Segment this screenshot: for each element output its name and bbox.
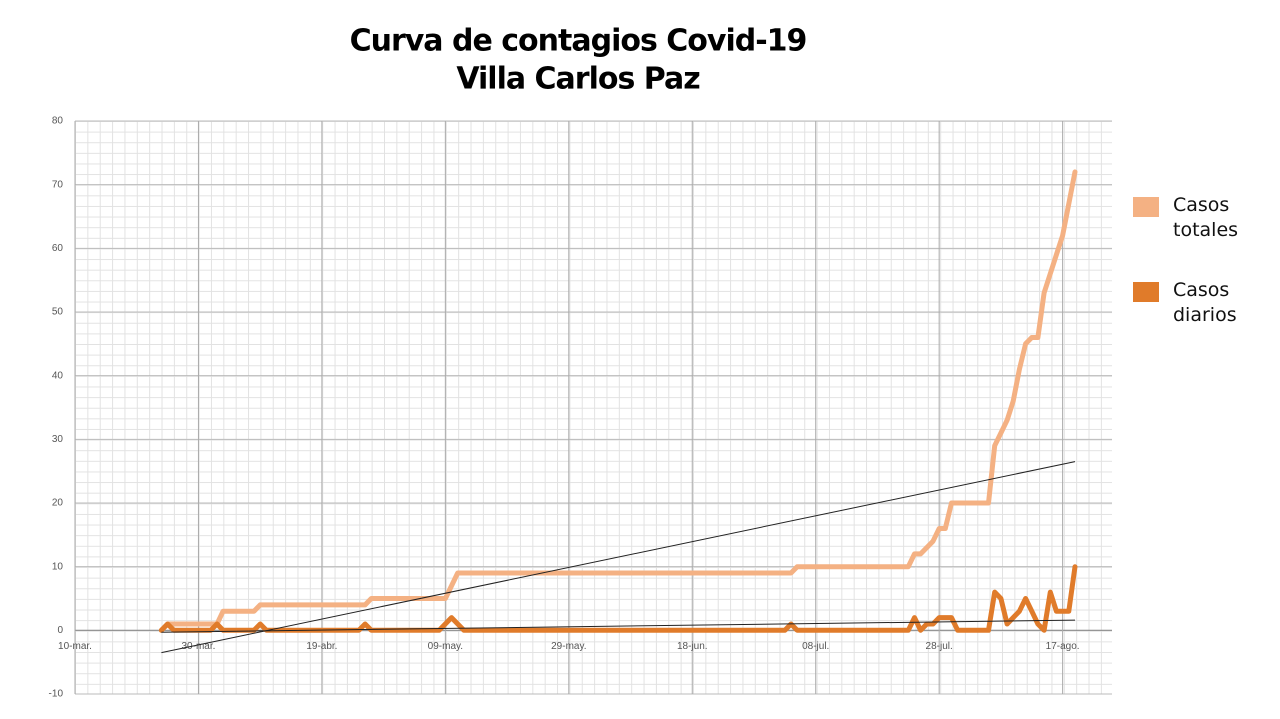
y-tick-label: 70 bbox=[52, 179, 64, 190]
x-tick-label: 28-jul. bbox=[926, 641, 953, 652]
data-line bbox=[158, 169, 1078, 633]
y-tick-label: 60 bbox=[52, 243, 64, 254]
legend-swatch bbox=[1133, 197, 1159, 217]
chart-title: Curva de contagios Covid-19 bbox=[350, 24, 807, 59]
x-tick-label: 30-mar. bbox=[181, 641, 215, 652]
chart-subtitle: Villa Carlos Paz bbox=[456, 62, 700, 97]
data-line bbox=[158, 564, 1078, 633]
legend-swatch bbox=[1133, 282, 1159, 302]
y-tick-label: 50 bbox=[52, 307, 64, 318]
y-tick-label: 40 bbox=[52, 370, 64, 381]
x-tick-label: 09-may. bbox=[428, 641, 463, 652]
x-tick-label: 29-may. bbox=[551, 641, 586, 652]
legend-label: Casos totales bbox=[1173, 194, 1239, 241]
x-tick-label: 17-ago. bbox=[1046, 641, 1080, 652]
trend-line bbox=[161, 461, 1076, 654]
y-tick-label: 0 bbox=[57, 625, 63, 636]
legend: Casos totales Casos diarios bbox=[1133, 194, 1253, 367]
x-tick-label: 10-mar. bbox=[58, 641, 92, 652]
y-tick-label: 10 bbox=[52, 561, 64, 572]
y-tick-label: 20 bbox=[52, 498, 64, 509]
minor-grid bbox=[75, 121, 1112, 694]
x-tick-label: 18-jun. bbox=[677, 641, 708, 652]
legend-item: Casos diarios bbox=[1133, 279, 1253, 367]
x-tick-label: 19-abr. bbox=[306, 641, 337, 652]
y-tick-label: 30 bbox=[52, 434, 64, 445]
x-tick-label: 08-jul. bbox=[802, 641, 829, 652]
trend-line bbox=[161, 619, 1076, 633]
y-tick-label: 80 bbox=[52, 116, 64, 127]
y-tick-label: -10 bbox=[49, 689, 64, 700]
legend-item: Casos totales bbox=[1133, 194, 1253, 282]
legend-label: Casos diarios bbox=[1173, 279, 1237, 326]
